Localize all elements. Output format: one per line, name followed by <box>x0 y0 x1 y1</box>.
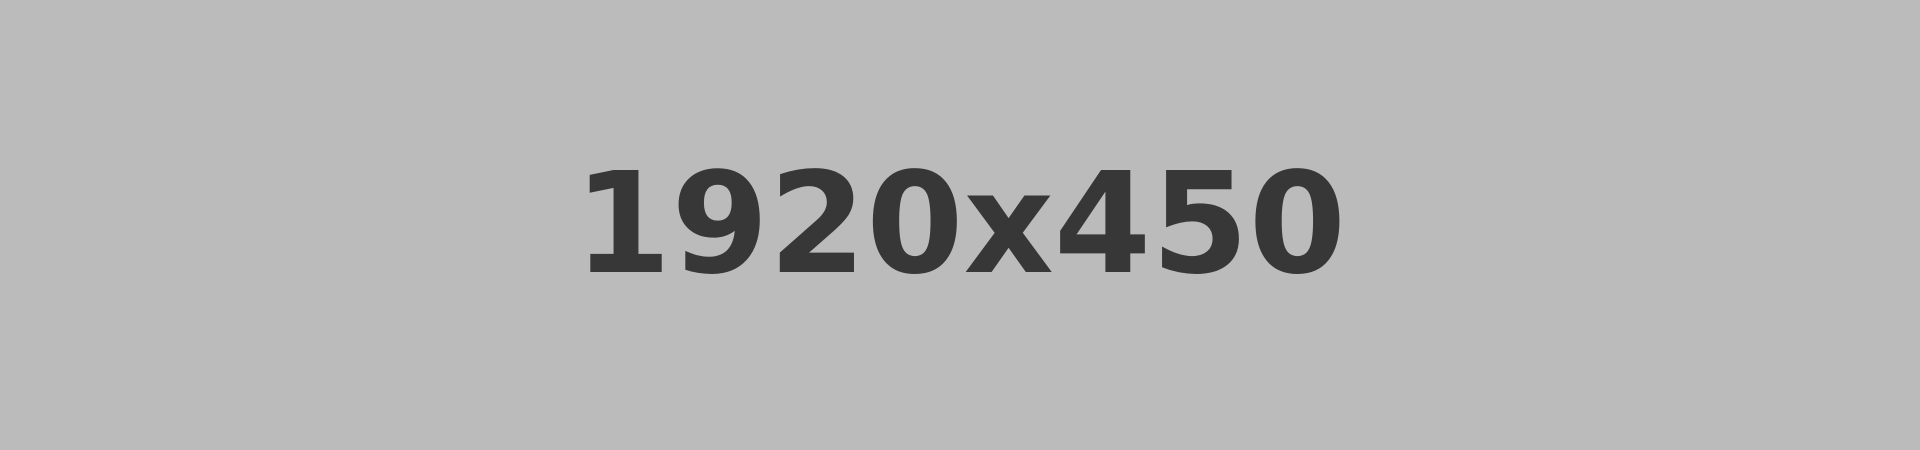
dimensions-label: 1920x450 <box>573 143 1347 306</box>
